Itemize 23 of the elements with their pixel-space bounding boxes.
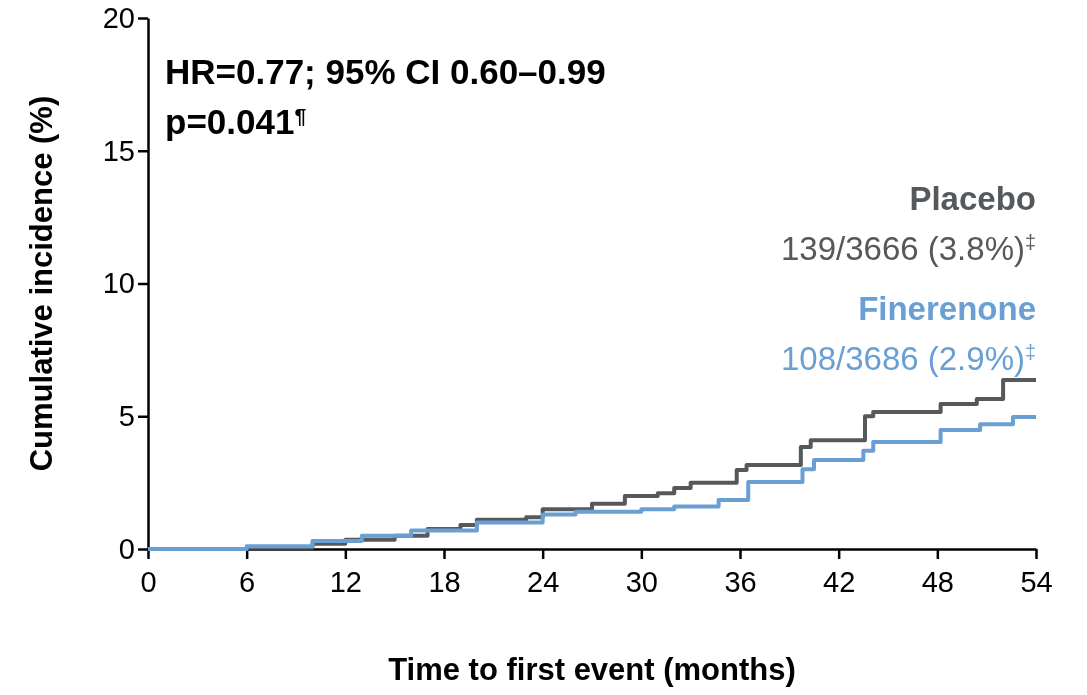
x-tick-label: 36 (724, 566, 757, 599)
x-tick-label: 0 (140, 566, 157, 599)
text: Finerenone (858, 290, 1036, 327)
y-tick-label: 10 (102, 267, 135, 300)
annotation: HR=0.77; 95% CI 0.60–0.99 (165, 52, 606, 91)
annotation: 139/3666 (3.8%)$^{‡}$ (780, 230, 1036, 267)
annotation: 108/3686 (2.9%)$^{‡}$ (780, 340, 1036, 377)
x-tick-label: 6 (239, 566, 256, 599)
x-tick-label: 48 (921, 566, 954, 599)
x-tick-label: 12 (329, 566, 362, 599)
x-axis-title: Time to first event (months) (388, 652, 796, 687)
y-axis-title: Cumulative incidence (%) (24, 95, 59, 472)
y-tick-label: 5 (118, 400, 135, 433)
x-tick-label: 18 (428, 566, 461, 599)
annotation: p=0.041$^{¶}$ (165, 102, 307, 141)
x-tick-label: 30 (625, 566, 658, 599)
y-tick-label: 20 (102, 1, 135, 34)
y-tick-label: 0 (118, 532, 135, 565)
x-tick-label: 54 (1020, 566, 1053, 599)
x-tick-label: 42 (823, 566, 856, 599)
x-tick-label: 24 (527, 566, 560, 599)
y-tick-label: 15 (102, 134, 135, 167)
text: Placebo (909, 180, 1036, 217)
